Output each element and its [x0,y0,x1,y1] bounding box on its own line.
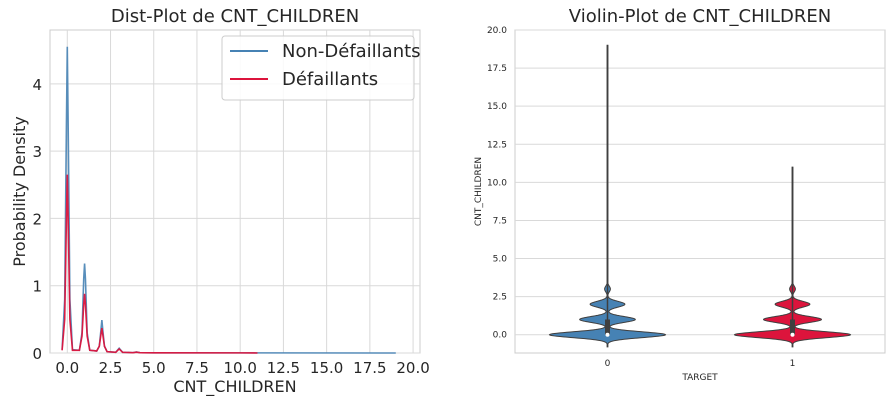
dist-y-tick-label: 1 [32,278,42,296]
violin-plot-x-axis-label: TARGET [681,373,718,383]
violin-y-tick-label: 17.5 [487,64,507,74]
violin-0 [548,44,667,348]
violin-y-tick-label: 15.0 [487,102,507,112]
dist-x-tick-label: 7.5 [185,359,209,377]
dist-x-tick-label: 0.0 [55,359,79,377]
dist-plot-chart: Dist-Plot de CNT_CHILDREN 0.0 2.5 5.0 7.5 10… [10,6,430,397]
violin-y-tick-label: 5.0 [493,255,508,265]
violin-plot-y-axis-label: CNT_CHILDREN [474,157,484,226]
violin-median-dot-1 [790,332,795,337]
dist-plot-series [61,46,396,354]
violin-plot-title: Violin-Plot de CNT_CHILDREN [569,6,831,27]
dist-x-tick-label: 2.5 [99,359,123,377]
violin-y-tick-label: 20.0 [487,26,507,36]
dist-x-tick-label: 12.5 [267,359,300,377]
violin-plot-violins [548,44,852,348]
dist-y-tick-label: 2 [32,210,42,228]
dist-x-tick-label: 20.0 [396,359,429,377]
violin-plot-y-ticks: 0.0 2.5 5.0 7.5 10.0 12.5 15.0 17.5 20.0 [487,26,507,341]
violin-iqr-box-0 [605,319,610,335]
violin-iqr-box-1 [790,319,795,335]
dist-plot-x-ticks: 0.0 2.5 5.0 7.5 10.0 12.5 15.0 17.5 20.0 [55,359,429,377]
violin-1 [733,166,852,348]
dist-x-tick-label: 15.0 [310,359,343,377]
violin-x-tick-label: 0 [605,359,611,369]
violin-plot-frame [514,29,886,354]
legend-label-defaillants: Défaillants [282,69,378,90]
violin-x-tick-label: 1 [790,359,796,369]
dist-y-tick-label: 4 [32,76,42,94]
dist-plot-y-axis-label: Probability Density [10,116,29,267]
dist-x-tick-label: 17.5 [353,359,386,377]
violin-y-tick-label: 7.5 [493,216,507,226]
violin-y-tick-label: 2.5 [493,293,507,303]
legend-label-non-defaillants: Non-Défaillants [282,41,421,62]
violin-plot-grid [515,29,885,336]
violin-median-dot-0 [605,332,610,337]
dist-plot-y-ticks: 0 1 2 3 4 [32,76,42,363]
dist-x-tick-label: 10.0 [223,359,256,377]
dist-y-tick-label: 0 [32,345,42,363]
legend-box [221,35,415,101]
violin-y-tick-label: 12.5 [487,140,507,150]
dist-plot-x-axis-label: CNT_CHILDREN [173,377,296,397]
dist-plot-legend: Non-Défaillants Défaillants [221,35,421,101]
violin-plot-chart: Violin-Plot de CNT_CHILDREN 0.0 2.5 5.0 7.5… [474,6,886,383]
dist-y-tick-label: 3 [32,143,42,161]
dist-series-line-defaillants [61,174,258,354]
dist-plot-title: Dist-Plot de CNT_CHILDREN [111,6,359,27]
violin-y-tick-label: 0.0 [493,331,508,341]
violin-y-tick-label: 10.0 [487,178,507,188]
dist-x-tick-label: 5.0 [142,359,166,377]
